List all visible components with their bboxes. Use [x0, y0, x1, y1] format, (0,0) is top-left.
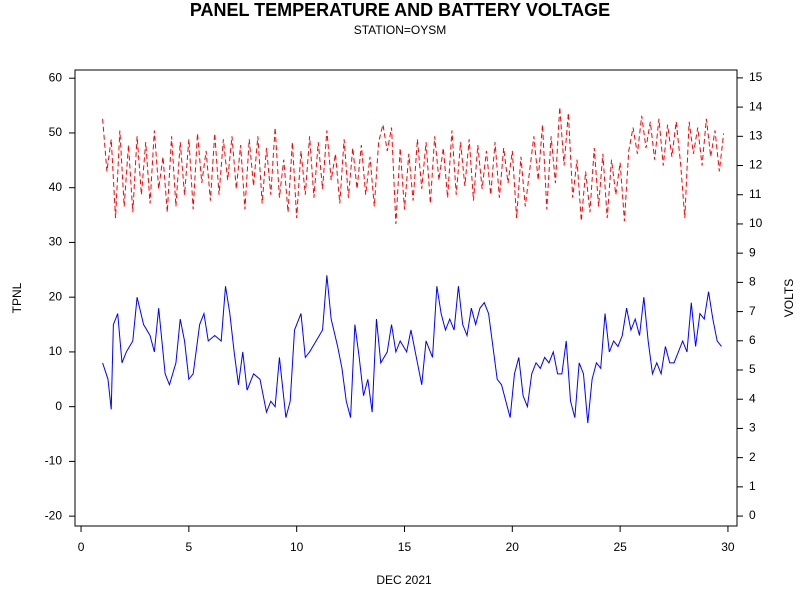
- data-line: [102, 275, 722, 424]
- y2-tick-label: 7: [749, 304, 756, 318]
- y-tick-label: 20: [49, 289, 63, 303]
- y2-tick-label: 4: [749, 391, 756, 405]
- y2-tick-label: 8: [749, 275, 756, 289]
- y-tick-label: -10: [45, 454, 63, 468]
- x-tick-label: 30: [721, 540, 735, 554]
- y-axis-label: TPNL: [10, 282, 24, 313]
- x-tick-label: 10: [290, 540, 304, 554]
- data-line: [102, 107, 725, 224]
- y2-tick-label: 11: [749, 187, 762, 201]
- plot-frame: [74, 69, 738, 527]
- x-tick-label: 25: [613, 540, 627, 554]
- chart-title: PANEL TEMPERATURE AND BATTERY VOLTAGE: [190, 0, 610, 20]
- y-tick-label: 50: [49, 125, 63, 139]
- y2-tick-label: 12: [749, 158, 763, 172]
- y-tick-label: 30: [49, 235, 63, 249]
- y-tick-label: 0: [55, 399, 62, 413]
- y-tick-label: 60: [49, 70, 63, 84]
- chart-subtitle: STATION=OYSM: [354, 23, 447, 37]
- y2-tick-label: 13: [749, 128, 763, 142]
- x-tick-label: 0: [78, 540, 85, 554]
- x-axis-label: DEC 2021: [376, 573, 432, 587]
- y-tick-label: 10: [49, 344, 63, 358]
- x-tick-label: 20: [506, 540, 520, 554]
- y-tick-label: -20: [45, 508, 63, 522]
- y2-tick-label: 3: [749, 421, 756, 435]
- x-tick-label: 5: [186, 540, 193, 554]
- y-tick-label: 40: [49, 180, 63, 194]
- y2-tick-label: 14: [749, 99, 763, 113]
- y2-tick-label: 10: [749, 216, 763, 230]
- y2-tick-label: 15: [749, 70, 763, 84]
- y2-tick-label: 2: [749, 450, 756, 464]
- y2-tick-label: 6: [749, 333, 756, 347]
- y2-tick-label: 9: [749, 245, 756, 259]
- x-tick-label: 15: [398, 540, 412, 554]
- y2-tick-label: 5: [749, 362, 756, 376]
- y2-axis-label: VOLTS: [782, 279, 796, 317]
- y2-tick-label: 1: [749, 479, 756, 493]
- y2-tick-label: 0: [749, 508, 756, 522]
